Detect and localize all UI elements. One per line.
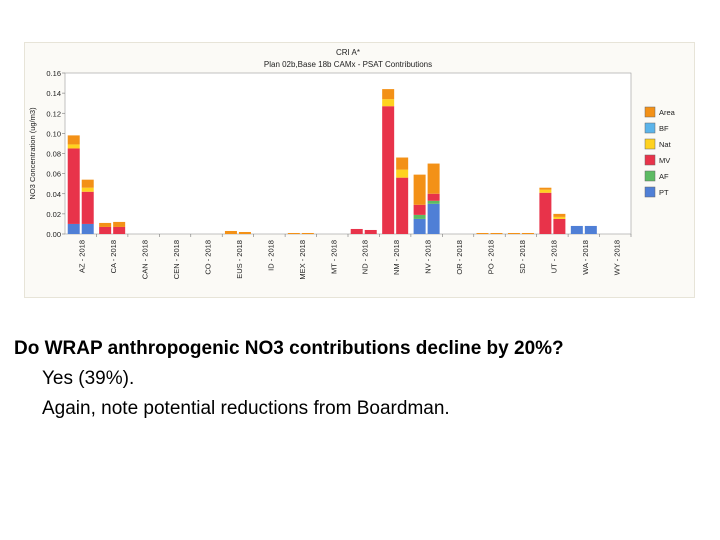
bar-area-ca-2002 bbox=[99, 222, 112, 227]
y-tick-label: 0.00 bbox=[46, 230, 61, 239]
legend-label-pt: PT bbox=[659, 188, 669, 197]
bar-mv-ut-2018 bbox=[553, 218, 566, 234]
bar-area-sd-2018 bbox=[521, 232, 534, 234]
legend-swatch-af bbox=[644, 170, 656, 182]
bar-area-po-2002 bbox=[476, 232, 489, 234]
question-text: Do WRAP anthropogenic NO3 contributions … bbox=[14, 338, 564, 359]
chart-subtitle: Plan 02b,Base 18b CAMx - PSAT Contributi… bbox=[264, 60, 432, 69]
bar-area-eus-2002 bbox=[224, 230, 237, 234]
y-tick-label: 0.12 bbox=[46, 109, 61, 118]
x-tick-label: OR - 2018 bbox=[455, 240, 464, 275]
x-tick-label: EUS - 2018 bbox=[235, 240, 244, 279]
x-tick-label: CO - 2018 bbox=[204, 240, 213, 275]
bar-mv-nm-2018 bbox=[396, 177, 409, 234]
bar-area-ca-2018 bbox=[113, 221, 126, 227]
bar-pt-wa-2018 bbox=[584, 225, 597, 234]
legend-swatch-area bbox=[644, 106, 656, 118]
legend-swatch-bf bbox=[644, 122, 656, 134]
bar-pt-nv-2002 bbox=[413, 218, 426, 234]
legend-swatch-mv bbox=[644, 154, 656, 166]
bar-nat-az-2018 bbox=[81, 187, 94, 192]
x-tick-label: WY - 2018 bbox=[612, 240, 621, 275]
x-tick-label: AZ - 2018 bbox=[78, 240, 87, 273]
bar-mv-ut-2002 bbox=[539, 192, 552, 234]
x-tick-label: ND - 2018 bbox=[361, 240, 370, 274]
note-text: Again, note potential reductions from Bo… bbox=[42, 398, 450, 419]
bar-mv-nm-2002 bbox=[382, 106, 395, 234]
bar-mv-nd-2002 bbox=[350, 228, 363, 234]
x-tick-label: CA - 2018 bbox=[109, 240, 118, 273]
bar-pt-nv-2018 bbox=[427, 203, 440, 234]
bar-area-ut-2018 bbox=[553, 213, 566, 217]
bar-mv-nv-2018 bbox=[427, 193, 440, 201]
x-tick-label: MEX - 2018 bbox=[298, 240, 307, 280]
legend-label-nat: Nat bbox=[659, 140, 672, 149]
bar-area-az-2018 bbox=[81, 179, 94, 188]
bar-mv-nv-2002 bbox=[413, 204, 426, 215]
bar-area-nv-2002 bbox=[413, 174, 426, 205]
y-tick-label: 0.16 bbox=[46, 69, 61, 78]
legend-label-af: AF bbox=[659, 172, 669, 181]
x-tick-label: MT - 2018 bbox=[329, 240, 338, 274]
y-axis-label: NO3 Concentration (ug/m3) bbox=[28, 107, 37, 200]
legend-label-bf: BF bbox=[659, 124, 669, 133]
legend-swatch-pt bbox=[644, 186, 656, 198]
bar-area-mex-2018 bbox=[301, 232, 314, 234]
x-tick-label: CAN - 2018 bbox=[141, 240, 150, 279]
y-tick-label: 0.04 bbox=[46, 190, 61, 199]
y-tick-label: 0.08 bbox=[46, 150, 61, 159]
x-tick-label: WA - 2018 bbox=[581, 240, 590, 275]
chart-panel: CRI A* Plan 02b,Base 18b CAMx - PSAT Cont… bbox=[24, 42, 695, 298]
stacked-bar-chart: CRI A* Plan 02b,Base 18b CAMx - PSAT Cont… bbox=[28, 48, 676, 280]
y-tick-label: 0.02 bbox=[46, 210, 61, 219]
y-tick-label: 0.10 bbox=[46, 129, 61, 138]
x-tick-label: NM - 2018 bbox=[392, 240, 401, 275]
bar-area-az-2002 bbox=[67, 135, 80, 145]
bar-mv-nd-2018 bbox=[364, 229, 377, 234]
bar-mv-az-2002 bbox=[67, 148, 80, 224]
plot-area bbox=[64, 72, 632, 235]
bar-area-nm-2002 bbox=[382, 89, 395, 100]
bar-pt-wa-2002 bbox=[570, 225, 583, 234]
bar-area-ut-2002 bbox=[539, 187, 552, 190]
chart-title: CRI A* bbox=[336, 48, 360, 57]
bar-area-sd-2002 bbox=[507, 232, 520, 234]
bar-nat-nm-2018 bbox=[396, 169, 409, 178]
bar-area-po-2018 bbox=[490, 232, 503, 234]
x-tick-label: CEN - 2018 bbox=[172, 240, 181, 279]
bar-area-mex-2002 bbox=[287, 232, 300, 234]
answer-text: Yes (39%). bbox=[42, 368, 135, 389]
bar-area-nv-2018 bbox=[427, 163, 440, 194]
bar-nat-nm-2002 bbox=[382, 99, 395, 107]
legend-label-mv: MV bbox=[659, 156, 670, 165]
legend-label-area: Area bbox=[659, 108, 676, 117]
bar-mv-ca-2018 bbox=[113, 226, 126, 234]
x-tick-label: ID - 2018 bbox=[266, 240, 275, 271]
x-tick-label: PO - 2018 bbox=[487, 240, 496, 274]
bar-pt-az-2002 bbox=[67, 223, 80, 234]
x-tick-label: SD - 2018 bbox=[518, 240, 527, 274]
y-tick-label: 0.14 bbox=[46, 89, 61, 98]
bar-nat-az-2002 bbox=[67, 144, 80, 149]
x-tick-label: UT - 2018 bbox=[549, 240, 558, 273]
x-tick-label: NV - 2018 bbox=[424, 240, 433, 274]
bar-area-eus-2018 bbox=[238, 231, 251, 234]
y-tick-label: 0.06 bbox=[46, 170, 61, 179]
bar-mv-az-2018 bbox=[81, 191, 94, 224]
bar-mv-ca-2002 bbox=[99, 226, 112, 234]
bar-nat-ut-2002 bbox=[539, 189, 552, 193]
bar-af-nv-2002 bbox=[413, 214, 426, 219]
bar-pt-az-2018 bbox=[81, 223, 94, 234]
bar-area-nm-2018 bbox=[396, 157, 409, 170]
bar-nat-ut-2018 bbox=[553, 216, 566, 219]
bar-af-nv-2018 bbox=[427, 200, 440, 204]
legend-swatch-nat bbox=[644, 138, 656, 150]
